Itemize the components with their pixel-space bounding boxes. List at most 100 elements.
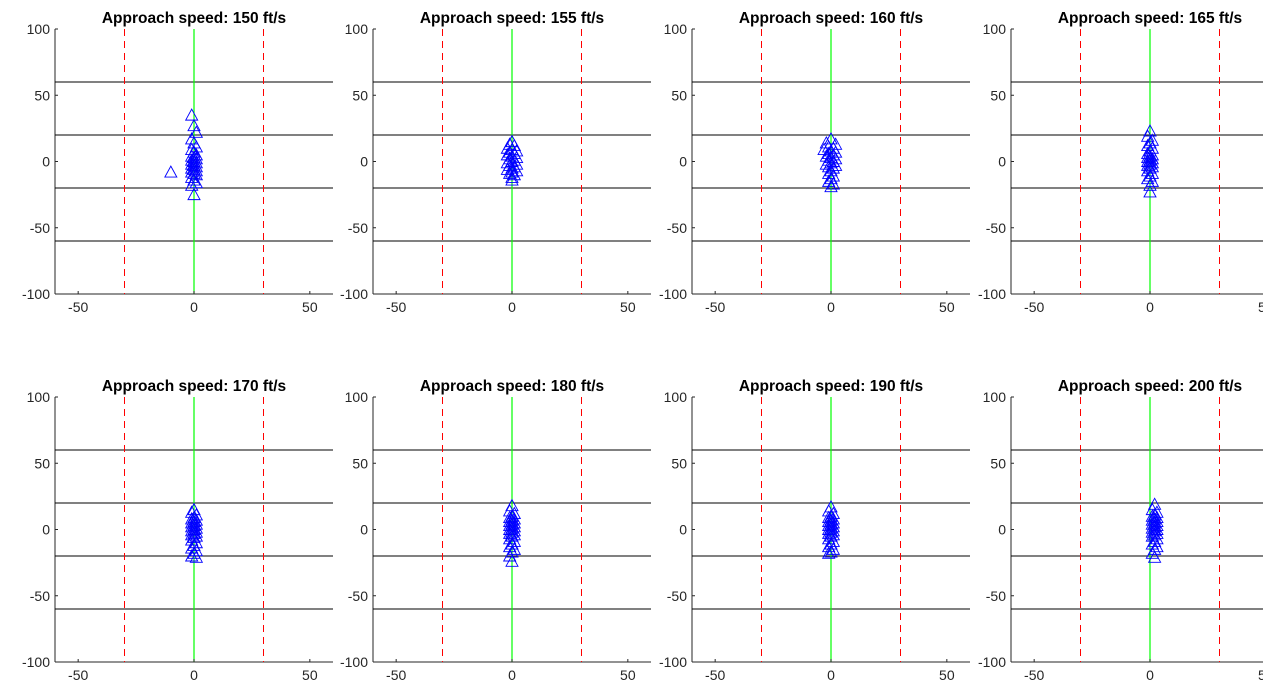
- data-point: [189, 535, 204, 549]
- y-tick-label: 0: [42, 522, 50, 538]
- subplot-1: 100 50 0 -50 -100 -50 0 50 Approach speed: 150 f…: [22, 10, 333, 315]
- y-tick-label: -100: [340, 286, 368, 302]
- subplot-3: 100 50 0 -50 -100 -50 0 50 Approach speed: 160 f…: [659, 10, 970, 315]
- y-tick-label: 100: [664, 21, 688, 37]
- data-point: [1143, 169, 1157, 182]
- y-tick-label: 100: [664, 389, 688, 405]
- subplot-7: 100 50 0 -50 -100 -50 0 50 Approach speed: 190 f…: [659, 378, 970, 683]
- data-point: [509, 157, 524, 170]
- x-tick-label: 0: [508, 299, 516, 315]
- data-point: [828, 145, 843, 158]
- y-tick-label: 50: [34, 87, 50, 103]
- data-point: [509, 150, 524, 163]
- y-tick-label: 100: [27, 389, 51, 405]
- data-point: [1143, 161, 1157, 174]
- y-tick-label: -100: [340, 654, 368, 670]
- x-tick-label: 0: [190, 667, 198, 683]
- data-point: [184, 170, 199, 183]
- data-point: [189, 550, 204, 563]
- data-point: [502, 549, 517, 562]
- x-tick-label: 0: [827, 667, 835, 683]
- data-point: [187, 530, 201, 543]
- x-tick-label: 0: [190, 299, 198, 315]
- x-tick-label: -50: [1024, 667, 1044, 683]
- y-tick-label: 100: [345, 389, 369, 405]
- x-tick-label: 50: [939, 667, 955, 683]
- data-point: [187, 187, 201, 201]
- subplot-title: Approach speed: 150 ft/s: [102, 10, 286, 27]
- y-tick-label: 0: [42, 154, 50, 170]
- x-tick-label: 0: [1146, 299, 1154, 315]
- data-point: [1143, 136, 1157, 149]
- subplot-8: 100 50 0 -50 -100 -50 0 50 Approach speed: 200 f…: [978, 378, 1263, 683]
- y-tick-label: -50: [348, 588, 368, 604]
- data-point: [826, 534, 841, 547]
- data-point: [824, 179, 838, 193]
- data-point: [187, 538, 201, 551]
- x-tick-label: -50: [705, 667, 725, 683]
- data-point: [507, 534, 522, 547]
- data-point: [824, 171, 838, 185]
- subplot-title: Approach speed: 200 ft/s: [1058, 378, 1242, 395]
- x-tick-label: 0: [1146, 667, 1154, 683]
- y-tick-label: 50: [34, 455, 50, 471]
- data-point: [189, 125, 204, 138]
- y-tick-label: 100: [345, 21, 369, 37]
- y-tick-label: -100: [659, 654, 687, 670]
- y-tick-label: -100: [22, 654, 50, 670]
- data-point: [819, 157, 834, 170]
- data-point: [505, 173, 519, 186]
- y-tick-label: 50: [990, 455, 1006, 471]
- data-point: [826, 527, 841, 541]
- data-point: [826, 177, 841, 190]
- y-tick-label: -50: [986, 220, 1006, 236]
- data-point: [824, 537, 838, 550]
- x-tick-label: 50: [939, 299, 955, 315]
- x-tick-label: -50: [386, 667, 406, 683]
- y-tick-label: 100: [27, 21, 51, 37]
- data-point: [502, 526, 517, 539]
- x-tick-label: 50: [302, 299, 318, 315]
- y-tick-label: -100: [978, 286, 1006, 302]
- data-point: [505, 529, 519, 542]
- data-point: [1145, 159, 1160, 173]
- data-point: [1140, 158, 1155, 171]
- data-point: [821, 546, 836, 559]
- x-tick-label: -50: [68, 667, 88, 683]
- data-point: [184, 108, 199, 121]
- data-point: [164, 165, 178, 178]
- subplot-title: Approach speed: 180 ft/s: [420, 378, 604, 395]
- data-point: [189, 529, 204, 542]
- x-tick-label: -50: [68, 299, 88, 315]
- data-point: [184, 527, 199, 541]
- subplot-4: 100 50 0 -50 -100 -50 0 50 Approach speed: 165 f…: [978, 10, 1263, 315]
- y-tick-label: -100: [22, 286, 50, 302]
- data-point: [826, 161, 841, 174]
- data-point: [1147, 534, 1162, 547]
- data-point: [505, 554, 519, 567]
- y-tick-label: 0: [360, 154, 368, 170]
- data-point: [187, 173, 201, 186]
- data-point: [1143, 185, 1157, 198]
- y-tick-label: -50: [348, 220, 368, 236]
- subplot-2: 100 50 0 -50 -100 -50 0 50 Approach speed: 155 f…: [340, 10, 651, 315]
- data-point: [509, 143, 524, 157]
- y-tick-label: 100: [983, 21, 1007, 37]
- data-point: [824, 163, 838, 177]
- x-tick-label: 50: [1258, 667, 1263, 683]
- data-point: [500, 155, 515, 169]
- x-tick-label: -50: [705, 299, 725, 315]
- data-point: [507, 527, 522, 541]
- data-point: [828, 158, 843, 171]
- y-tick-label: -50: [986, 588, 1006, 604]
- y-tick-label: 0: [998, 154, 1006, 170]
- y-tick-label: 50: [352, 87, 368, 103]
- x-tick-label: 50: [1258, 299, 1263, 315]
- x-tick-label: -50: [386, 299, 406, 315]
- subplot-title: Approach speed: 160 ft/s: [739, 10, 923, 27]
- y-tick-label: 50: [352, 455, 368, 471]
- y-tick-label: 50: [990, 87, 1006, 103]
- data-point: [1145, 166, 1160, 179]
- subplot-title: Approach speed: 170 ft/s: [102, 378, 286, 395]
